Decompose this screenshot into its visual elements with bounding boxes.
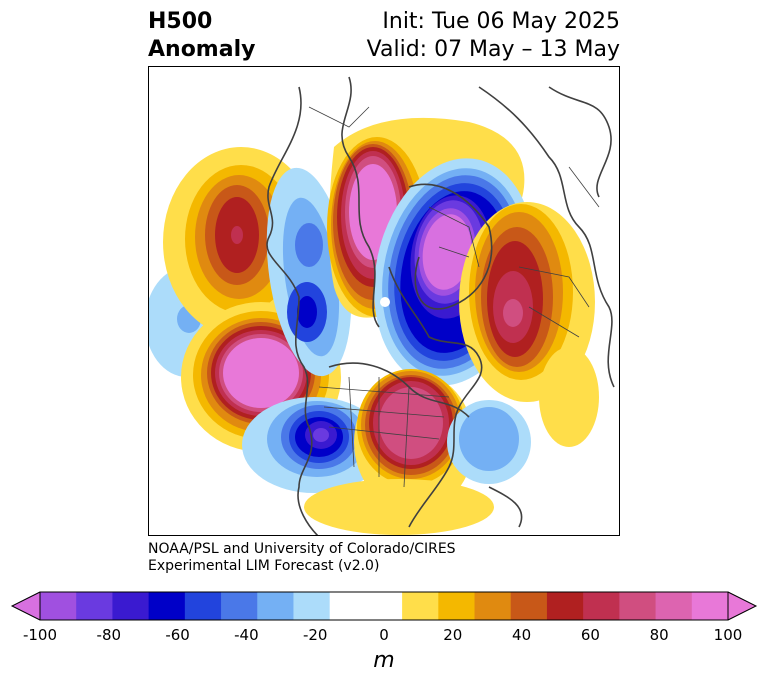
- valid-range: Valid: 07 May – 13 May: [366, 37, 620, 62]
- credit-line-1: NOAA/PSL and University of Colorado/CIRE…: [148, 541, 456, 557]
- ridge-europe: [459, 202, 595, 402]
- colorbar-cell: [510, 592, 548, 620]
- colorbar-cells: [40, 592, 729, 620]
- colorbar-cell: [293, 592, 331, 620]
- init-date: Init: Tue 06 May 2025: [382, 9, 620, 34]
- colorbar-cell: [148, 592, 186, 620]
- colorbar-cell: [546, 592, 584, 620]
- title-field-type: Anomaly: [148, 37, 256, 62]
- map-title: H500 Anomaly: [148, 8, 255, 64]
- colorbar-low-outline: [10, 591, 41, 621]
- colorbar-frame: [39, 591, 729, 621]
- colorbar-tick-label: 80: [649, 626, 669, 644]
- colorbar-extend-low: [12, 592, 40, 620]
- colorbar-extend-high: [728, 592, 756, 620]
- colorbar-tick-label: -100: [22, 626, 58, 644]
- colorbar-tick-label: 40: [512, 626, 532, 644]
- political-borders: [308, 106, 600, 488]
- colorbar-tick-label: -60: [165, 626, 190, 644]
- colorbar-tick-label: -80: [96, 626, 122, 644]
- colorbar-cell: [583, 592, 620, 620]
- colorbar-cell: [365, 592, 403, 620]
- colorbar-cell: [40, 592, 77, 620]
- colorbar-cell: [691, 592, 729, 620]
- map-canvas: [149, 76, 615, 535]
- colorbar-cell: [402, 592, 439, 620]
- credit-text: NOAA/PSL and University of Colorado/CIRE…: [148, 541, 456, 575]
- colorbar-cell: [76, 592, 113, 620]
- colorbar-ticks: -100 -80 -60 -40 -20 0 20 40 60 80 100: [0, 626, 768, 648]
- credit-line-2: Experimental LIM Forecast (v2.0): [148, 558, 380, 574]
- colorbar-cell: [221, 592, 258, 620]
- colorbar-tick-label: -20: [302, 626, 328, 644]
- coastlines: [266, 76, 615, 535]
- anomaly-map: [148, 66, 620, 536]
- ridge-mediterranean: [539, 347, 599, 447]
- colorbar-unit: m: [373, 648, 395, 673]
- colorbar-tick-label: 20: [443, 626, 463, 644]
- ridge-gulf-of-mexico: [304, 479, 494, 535]
- north-pole-marker: [380, 297, 390, 307]
- trough-western-us: [242, 397, 386, 493]
- trough-north-atlantic: [447, 400, 531, 484]
- colorbar-cell: [438, 592, 476, 620]
- colorbar-cell: [655, 592, 693, 620]
- colorbar: [10, 591, 758, 621]
- colorbar-tick-label: 60: [580, 626, 600, 644]
- colorbar-cell: [112, 592, 150, 620]
- forecast-dates: Init: Tue 06 May 2025 Valid: 07 May – 13…: [367, 8, 620, 64]
- colorbar-cell: [619, 592, 657, 620]
- colorbar-tick-label: -40: [234, 626, 259, 644]
- colorbar-tick-label: 100: [713, 626, 743, 644]
- colorbar-cell: [329, 592, 367, 620]
- colorbar-cell: [184, 592, 222, 620]
- title-variable: H500: [148, 9, 213, 34]
- colorbar-tick-label: 0: [379, 626, 389, 644]
- colorbar-cell: [474, 592, 512, 620]
- colorbar-cell: [257, 592, 294, 620]
- colorbar-high-outline: [727, 591, 758, 621]
